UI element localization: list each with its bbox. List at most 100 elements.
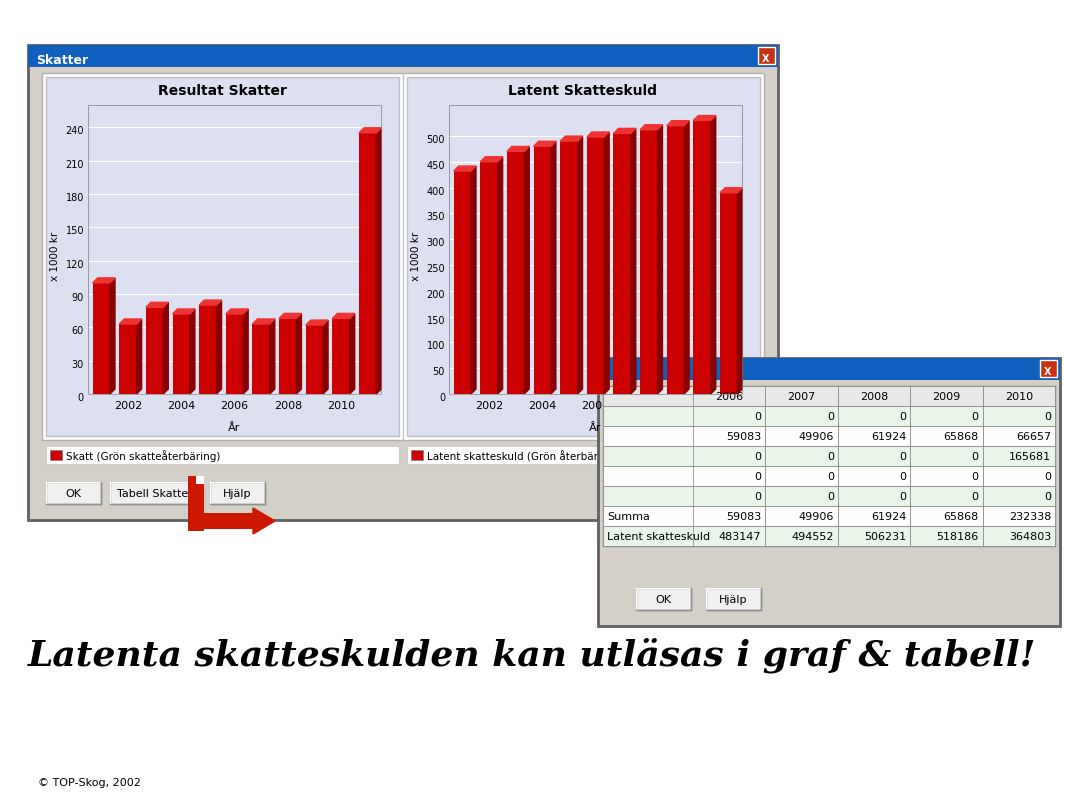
Bar (766, 406, 838, 426)
Bar (766, 386, 838, 406)
Polygon shape (534, 141, 556, 146)
Text: 0: 0 (754, 472, 761, 482)
Bar (983, 426, 1055, 446)
Text: Tabell Skatter: Tabell Skatter (117, 489, 193, 499)
Text: 0: 0 (1044, 472, 1051, 482)
Text: 50: 50 (432, 368, 445, 377)
Text: 0: 0 (899, 452, 906, 462)
Bar (838, 466, 911, 486)
Text: 2006: 2006 (715, 392, 743, 402)
Text: 2002: 2002 (114, 401, 142, 411)
Polygon shape (323, 320, 328, 394)
Bar (507, 152, 524, 394)
Text: 450: 450 (426, 161, 445, 171)
Text: 0: 0 (971, 472, 979, 482)
Text: År: År (228, 423, 241, 433)
Text: 0: 0 (971, 412, 979, 422)
Polygon shape (693, 116, 716, 121)
Bar (359, 133, 376, 394)
Text: Latent skatteskuld: Latent skatteskuld (607, 532, 710, 542)
Polygon shape (110, 278, 115, 394)
Bar (838, 406, 911, 426)
Polygon shape (640, 125, 662, 129)
Text: 2004: 2004 (167, 401, 195, 411)
Text: 0: 0 (971, 492, 979, 502)
Polygon shape (684, 121, 689, 394)
Text: © TOP-Skog, 2002: © TOP-Skog, 2002 (38, 778, 141, 788)
Text: Hjälp: Hjälp (719, 595, 748, 605)
Bar (640, 129, 657, 394)
Text: x 1000 kr: x 1000 kr (50, 232, 60, 280)
Polygon shape (119, 319, 142, 324)
Bar (911, 466, 983, 486)
Bar (693, 486, 766, 506)
Bar (189, 513, 253, 529)
Bar (46, 446, 399, 464)
Bar (636, 588, 691, 610)
Bar (983, 486, 1055, 506)
Bar (911, 486, 983, 506)
Bar (42, 73, 764, 440)
Polygon shape (279, 313, 301, 319)
Text: 65868: 65868 (944, 432, 979, 442)
Text: 232338: 232338 (1009, 512, 1051, 522)
Polygon shape (349, 313, 355, 394)
Text: 494552: 494552 (791, 532, 834, 542)
Bar (411, 450, 423, 460)
Bar (306, 325, 323, 394)
Bar (560, 141, 577, 394)
Text: 49906: 49906 (799, 512, 834, 522)
Text: 2007: 2007 (787, 392, 816, 402)
Polygon shape (243, 309, 248, 394)
Bar (693, 386, 766, 406)
Text: 483147: 483147 (719, 532, 761, 542)
Text: 66657: 66657 (1016, 432, 1051, 442)
Bar (983, 406, 1055, 426)
Bar (480, 161, 497, 394)
Text: 2009: 2009 (932, 392, 961, 402)
Bar (28, 45, 779, 67)
Text: 100: 100 (427, 341, 445, 352)
Text: Latent skatteskuld (Grön återbäring): Latent skatteskuld (Grön återbäring) (427, 450, 619, 462)
Polygon shape (93, 278, 115, 283)
Text: 200: 200 (426, 290, 445, 300)
Bar (46, 482, 101, 504)
Text: 2006: 2006 (581, 401, 609, 411)
Polygon shape (524, 146, 529, 394)
Bar (279, 319, 296, 394)
Polygon shape (332, 313, 355, 319)
Bar (603, 446, 1055, 466)
Polygon shape (577, 136, 583, 394)
Bar (603, 406, 1055, 426)
Text: 59083: 59083 (726, 512, 761, 522)
Text: 0: 0 (439, 393, 445, 403)
Bar (983, 466, 1055, 486)
Bar (911, 426, 983, 446)
Bar (720, 193, 737, 394)
Text: 0: 0 (826, 412, 834, 422)
Bar (534, 146, 551, 394)
Text: OK: OK (65, 489, 81, 499)
Bar (407, 77, 760, 436)
Text: 65868: 65868 (944, 512, 979, 522)
Text: 90: 90 (71, 293, 84, 303)
Text: 2008: 2008 (635, 401, 662, 411)
Text: 400: 400 (427, 187, 445, 197)
Text: 518186: 518186 (936, 532, 979, 542)
Bar (173, 314, 190, 394)
Text: 0: 0 (754, 452, 761, 462)
Text: 0: 0 (78, 393, 84, 403)
Polygon shape (551, 141, 556, 394)
Polygon shape (296, 313, 301, 394)
Text: 59083: 59083 (726, 432, 761, 442)
Polygon shape (252, 319, 275, 324)
Bar (838, 526, 911, 546)
Bar (911, 406, 983, 426)
Polygon shape (587, 132, 609, 137)
Text: 350: 350 (426, 213, 445, 222)
Text: 0: 0 (754, 492, 761, 502)
Text: 500: 500 (426, 135, 445, 145)
Polygon shape (226, 309, 248, 314)
Text: 2008: 2008 (859, 392, 888, 402)
Text: Hjälp: Hjälp (223, 489, 251, 499)
